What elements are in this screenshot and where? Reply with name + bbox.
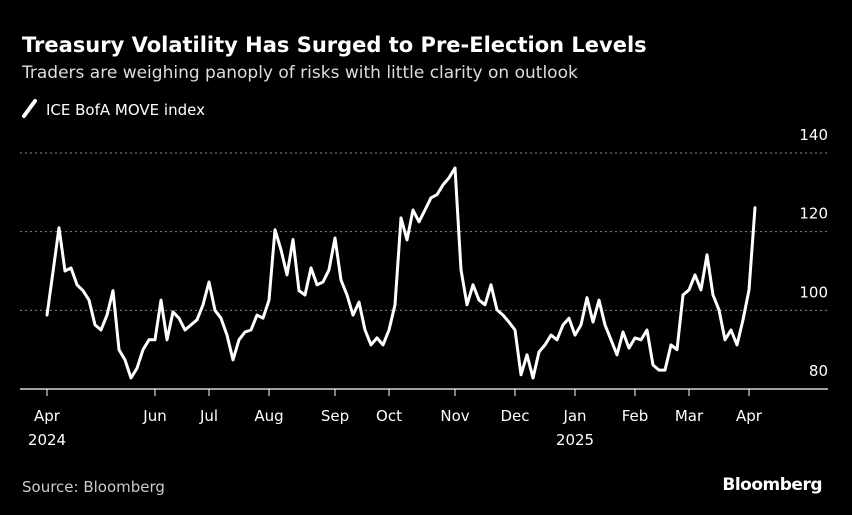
- x-year-label: 2024: [28, 431, 66, 449]
- x-tick-label: Dec: [500, 407, 529, 425]
- y-tick-label: 80: [809, 362, 828, 380]
- x-tick-label: Sep: [321, 407, 349, 425]
- y-tick-label: 100: [799, 283, 828, 301]
- x-tick-label: Aug: [254, 407, 283, 425]
- x-tick-label: Oct: [376, 407, 402, 425]
- x-year-label: 2025: [556, 431, 594, 449]
- legend-swatch: [22, 99, 37, 118]
- chart-title: Treasury Volatility Has Surged to Pre-El…: [22, 33, 647, 57]
- chart-subtitle: Traders are weighing panoply of risks wi…: [21, 63, 578, 83]
- x-tick-label: Jan: [562, 407, 586, 425]
- x-tick-label: Jun: [142, 407, 166, 425]
- y-tick-label: 120: [799, 205, 828, 223]
- source: Source: Bloomberg: [22, 478, 165, 496]
- x-tick-label: Apr: [736, 407, 763, 425]
- y-tick-label: 140: [799, 126, 828, 144]
- x-tick-label: Mar: [675, 407, 704, 425]
- brand: Bloomberg: [722, 475, 822, 495]
- line-series: [45, 166, 757, 380]
- legend-label: ICE BofA MOVE index: [46, 101, 205, 119]
- x-tick-label: Apr: [34, 407, 61, 425]
- x-tick-label: Jul: [199, 407, 218, 425]
- x-tick-label: Feb: [622, 407, 649, 425]
- x-tick-label: Nov: [440, 407, 469, 425]
